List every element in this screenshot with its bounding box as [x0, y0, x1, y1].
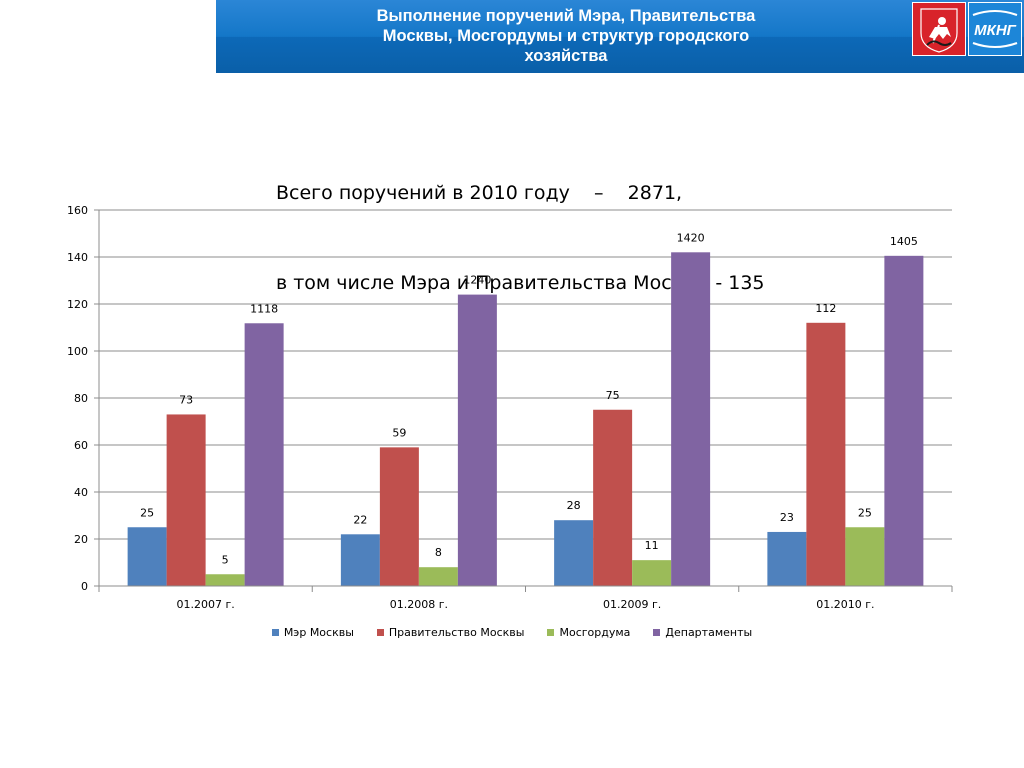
y-tick-label: 60: [74, 439, 88, 452]
data-label: 1118: [250, 302, 278, 315]
x-category-label: 01.2009 г.: [603, 598, 661, 611]
legend-swatch: [376, 629, 384, 636]
y-tick-label: 20: [74, 533, 88, 546]
header-title: Выполнение поручений Мэра, Правительства…: [216, 6, 916, 66]
data-label: 73: [179, 393, 193, 406]
bar: [166, 414, 206, 586]
data-label: 112: [815, 302, 836, 315]
data-label: 1420: [677, 231, 705, 244]
moscow-coat-of-arms-logo: [912, 2, 966, 56]
data-label: 23: [780, 511, 794, 524]
data-label: 1405: [890, 235, 918, 248]
y-tick-label: 100: [67, 345, 88, 358]
header-banner: Выполнение поручений Мэра, Правительства…: [216, 0, 1024, 73]
legend-item: Правительство Москвы: [376, 626, 525, 639]
data-label: 25: [140, 506, 154, 519]
legend-swatch: [271, 629, 279, 636]
legend-item: Мэр Москвы: [271, 626, 354, 639]
bar: [632, 560, 672, 586]
data-label: 28: [567, 499, 581, 512]
axes: 0 20 40 60 80 100 120 140 160 01.2007 г. 01.2008 г…: [67, 204, 953, 611]
bar: [593, 409, 633, 586]
bar: [806, 322, 846, 586]
mkng-logo: МКНГ: [968, 2, 1022, 56]
data-label: 1240: [463, 274, 491, 287]
bar: [379, 447, 419, 586]
bar: [845, 527, 885, 586]
bar: [671, 252, 711, 587]
bar: [884, 255, 924, 586]
data-label: 75: [606, 389, 620, 402]
legend-item: Департаменты: [653, 626, 752, 639]
bar: [205, 574, 245, 586]
data-labels: 25 73 5 1118 22 59 8 1240 28 75 11 1420 23 112 25 1405: [140, 231, 918, 566]
data-label: 22: [353, 513, 367, 526]
header-title-line: хозяйства: [524, 47, 608, 65]
legend-label: Мосгордума: [559, 626, 631, 639]
chart-legend: Мэр Москвы Правительство Москвы Мосгордума…: [0, 626, 1024, 639]
x-category-label: 01.2007 г.: [176, 598, 234, 611]
mkng-logo-icon: МКНГ: [969, 3, 1021, 55]
header-title-line: Москвы, Мосгордумы и структур городского: [382, 27, 750, 45]
bar: [457, 294, 497, 586]
legend-label: Департаменты: [665, 626, 753, 639]
legend-item: Мосгордума: [547, 626, 630, 639]
data-label: 5: [222, 553, 229, 566]
y-tick-label: 0: [81, 580, 88, 593]
bars: [127, 252, 924, 587]
data-label: 25: [858, 506, 872, 519]
legend-label: Мэр Москвы: [283, 626, 354, 639]
x-category-label: 01.2008 г.: [390, 598, 448, 611]
x-category-label: 01.2010 г.: [816, 598, 874, 611]
summary-line-total: Всего поручений в 2010 году – 2871,: [276, 182, 683, 204]
bar: [127, 527, 167, 586]
header-title-line: Выполнение поручений Мэра, Правительства: [376, 7, 756, 25]
bar: [767, 531, 807, 586]
bar: [554, 520, 594, 586]
data-label: 11: [645, 539, 659, 552]
y-tick-label: 140: [67, 251, 88, 264]
data-label: 8: [435, 546, 442, 559]
bar: [418, 567, 458, 586]
y-tick-label: 160: [67, 204, 88, 217]
bar: [244, 323, 284, 586]
legend-swatch: [547, 629, 555, 636]
coat-of-arms-icon: [920, 8, 958, 53]
data-label: 59: [392, 426, 406, 439]
bar: [340, 534, 380, 586]
y-tick-label: 80: [74, 392, 88, 405]
logo-text: МКНГ: [974, 22, 1017, 39]
y-tick-label: 120: [67, 298, 88, 311]
legend-label: Правительство Москвы: [388, 626, 525, 639]
y-tick-label: 40: [74, 486, 88, 499]
legend-swatch: [653, 629, 661, 636]
